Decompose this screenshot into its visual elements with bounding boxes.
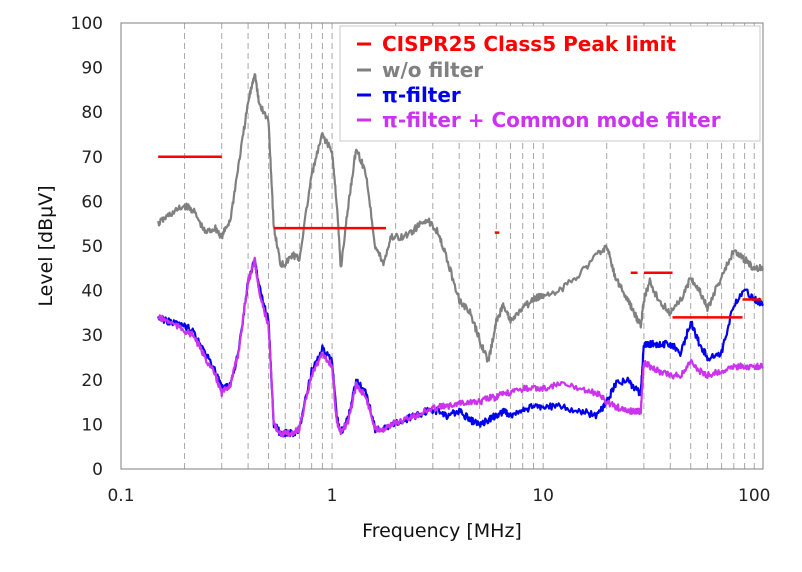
y-tick-label: 40 <box>81 282 103 302</box>
y-tick-label: 70 <box>81 148 103 168</box>
legend-entry-limit: CISPR25 Class5 Peak limit <box>382 32 676 56</box>
legend: CISPR25 Class5 Peak limit w/o filter π-f… <box>339 25 761 142</box>
x-axis-title: Frequency [MHz] <box>362 520 522 542</box>
legend-entry-pi-cm-filter: π-filter + Common mode filter <box>382 108 721 132</box>
legend-entry-pi-filter: π-filter <box>382 83 461 107</box>
y-tick-label: 20 <box>81 371 103 391</box>
series-line <box>157 72 765 363</box>
y-tick-label: 50 <box>81 237 103 257</box>
x-tick-label: 1 <box>327 486 338 506</box>
series-layer <box>157 72 765 438</box>
x-tick-label: 10 <box>532 486 554 506</box>
series-line <box>157 258 764 438</box>
x-tick-label: 0.1 <box>107 486 134 506</box>
y-tick-label: 90 <box>81 59 103 79</box>
y-tick-label: 100 <box>71 14 103 34</box>
y-tick-label: 10 <box>81 415 103 435</box>
legend-box <box>339 25 761 142</box>
y-tick-label: 0 <box>92 460 103 480</box>
legend-entry-without-filter: w/o filter <box>382 58 483 82</box>
y-axis-title: Level [dBμV] <box>35 185 57 306</box>
plot-area-frame <box>120 22 764 470</box>
x-tick-label: 100 <box>738 486 770 506</box>
x-tick-labels: 0.1 1 10 100 <box>107 486 770 506</box>
y-tick-label: 80 <box>81 103 103 123</box>
series-line <box>157 256 764 438</box>
y-tick-label: 30 <box>81 326 103 346</box>
y-tick-labels: 0 10 20 30 40 50 60 70 80 90 100 <box>71 14 103 480</box>
y-tick-label: 60 <box>81 192 103 212</box>
